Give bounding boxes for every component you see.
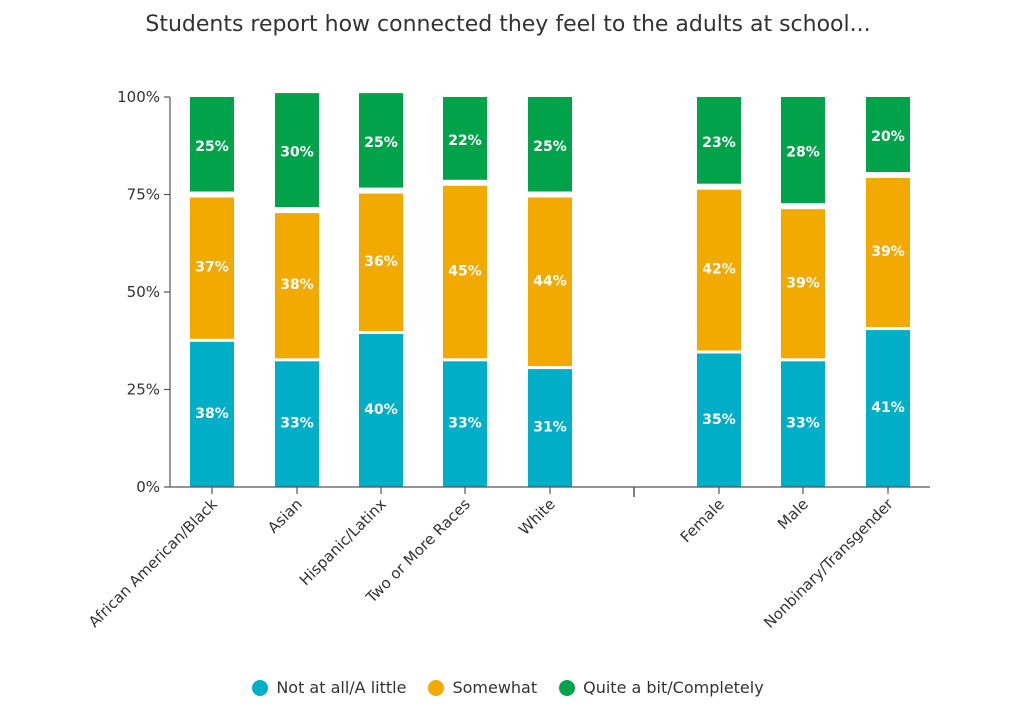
bar-segment bbox=[190, 341, 234, 487]
data-label: 41% bbox=[871, 400, 905, 416]
bar-segment bbox=[359, 334, 403, 487]
bar-segment bbox=[443, 185, 487, 359]
legend-label-quite-a-bit: Quite a bit/Completely bbox=[583, 678, 764, 697]
data-label: 38% bbox=[195, 406, 229, 422]
bar-segment bbox=[359, 193, 403, 331]
bar-segment bbox=[528, 197, 572, 367]
legend-label-not-at-all: Not at all/A little bbox=[276, 678, 407, 697]
bar-segment bbox=[697, 189, 741, 351]
bar-segment bbox=[697, 97, 741, 184]
legend-label-somewhat: Somewhat bbox=[452, 678, 538, 697]
x-tick-label: Male bbox=[774, 495, 812, 533]
data-label: 33% bbox=[448, 416, 482, 432]
data-label: 23% bbox=[702, 135, 736, 151]
data-label: 33% bbox=[786, 416, 820, 432]
data-label: 39% bbox=[871, 244, 905, 260]
y-tick-label: 50% bbox=[127, 283, 160, 301]
legend: Not at all/A little Somewhat Quite a bit… bbox=[0, 678, 1016, 697]
y-axis: 0% 25% 50% 75% 100% bbox=[117, 88, 171, 496]
legend-swatch-quite-a-bit bbox=[559, 679, 576, 696]
bars: 38% 37% 25% 33% 38% 30% 40% 36% 25% 33% 45% 22% 31% 4… bbox=[190, 93, 910, 487]
bar-segment bbox=[866, 97, 910, 172]
data-label: 20% bbox=[871, 129, 905, 145]
bar-segment bbox=[528, 97, 572, 192]
bar-segment bbox=[528, 369, 572, 487]
data-label: 25% bbox=[195, 139, 229, 155]
data-label: 39% bbox=[786, 275, 820, 291]
bar-segment bbox=[781, 361, 825, 487]
data-label: 30% bbox=[280, 145, 314, 161]
x-axis: African American/Black AsianHispanic/Lati… bbox=[85, 486, 930, 632]
data-label: 22% bbox=[448, 133, 482, 149]
x-tick-label: Asian bbox=[264, 495, 306, 537]
legend-swatch-somewhat bbox=[428, 679, 445, 696]
bar-segment bbox=[190, 97, 234, 192]
bar-segment bbox=[275, 93, 319, 208]
bar-segment bbox=[275, 361, 319, 487]
data-label: 38% bbox=[280, 277, 314, 293]
y-tick-label: 100% bbox=[117, 88, 160, 106]
legend-item-somewhat: Somewhat bbox=[428, 678, 537, 697]
bar-segment bbox=[781, 97, 825, 204]
data-label: 45% bbox=[448, 264, 482, 280]
stacked-bar-chart: 0% 25% 50% 75% 100% 38% 37% 25% 33% 38% 30% 40% 36%… bbox=[85, 88, 930, 632]
bar-segment bbox=[697, 353, 741, 487]
bar-segment bbox=[190, 197, 234, 339]
x-tick-label: Hispanic/Latinx bbox=[296, 495, 390, 589]
bar-segment bbox=[443, 97, 487, 180]
x-tick-label: African American/Black bbox=[85, 495, 221, 631]
bar-segment bbox=[866, 178, 910, 328]
legend-item-not-at-all: Not at all/A little bbox=[252, 678, 406, 697]
data-label: 28% bbox=[786, 145, 820, 161]
bar-segment bbox=[443, 361, 487, 487]
y-tick-label: 75% bbox=[127, 186, 160, 204]
data-label: 40% bbox=[364, 402, 398, 418]
data-label: 37% bbox=[195, 260, 229, 276]
data-label: 25% bbox=[364, 135, 398, 151]
data-label: 36% bbox=[364, 254, 398, 270]
y-tick-label: 0% bbox=[136, 478, 160, 496]
bar-segment bbox=[359, 93, 403, 188]
data-label: 35% bbox=[702, 412, 736, 428]
chart-title: Students report how connected they feel … bbox=[145, 12, 871, 37]
data-label: 44% bbox=[533, 273, 567, 289]
bar-segment bbox=[866, 330, 910, 487]
x-tick-label: Female bbox=[677, 495, 728, 546]
data-label: 25% bbox=[533, 139, 567, 155]
bar-segment bbox=[275, 213, 319, 359]
legend-item-quite-a-bit: Quite a bit/Completely bbox=[559, 678, 764, 697]
legend-swatch-not-at-all bbox=[252, 679, 269, 696]
data-label: 33% bbox=[280, 416, 314, 432]
x-tick-label: White bbox=[515, 495, 559, 539]
bar-segment bbox=[781, 209, 825, 359]
data-label: 42% bbox=[702, 262, 736, 278]
y-tick-label: 25% bbox=[127, 381, 160, 399]
data-label: 31% bbox=[533, 420, 567, 436]
